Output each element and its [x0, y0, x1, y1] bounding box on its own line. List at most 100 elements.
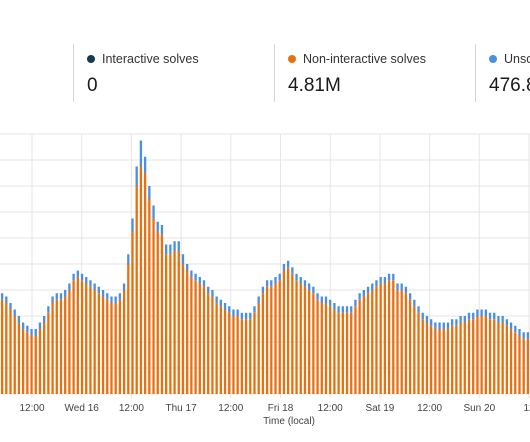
bar-unsolved	[26, 325, 29, 333]
bar-unsolved	[295, 273, 298, 281]
bar-unsolved	[467, 312, 471, 320]
bar-unsolved	[76, 270, 79, 277]
bar-non-interactive	[400, 290, 403, 394]
bar-non-interactive	[299, 283, 302, 394]
bar-non-interactive	[387, 280, 391, 394]
bar-non-interactive	[312, 293, 315, 394]
bar-non-interactive	[375, 286, 378, 394]
bar-non-interactive	[13, 316, 16, 394]
bar-non-interactive	[253, 312, 256, 394]
bar-non-interactive	[362, 296, 365, 394]
bar-unsolved	[160, 225, 164, 235]
bar-unsolved	[34, 329, 37, 336]
bar-non-interactive	[139, 166, 143, 394]
bar-unsolved	[194, 273, 197, 281]
bar-non-interactive	[337, 312, 340, 394]
bar-unsolved	[55, 293, 58, 300]
bar-unsolved	[375, 280, 378, 287]
x-tick-label: Wed 16	[65, 403, 100, 414]
bar-non-interactive	[358, 299, 361, 394]
bar-unsolved	[421, 312, 424, 320]
stat-unsolved: Unsol 476.8	[475, 44, 530, 102]
bar-non-interactive	[421, 319, 424, 394]
bar-non-interactive	[324, 303, 328, 394]
bar-unsolved	[366, 286, 370, 294]
bar-unsolved	[106, 293, 109, 300]
chart-bars	[0, 140, 530, 394]
bar-non-interactive	[93, 290, 96, 394]
x-axis-ticks: 12:00 Wed 16 12:00 Thu 17 12:00 Fri 18 12:00 Sa…	[19, 403, 530, 414]
bar-unsolved	[17, 316, 21, 323]
bar-unsolved	[181, 254, 185, 264]
bar-non-interactive	[232, 316, 235, 394]
bar-unsolved	[59, 293, 63, 300]
bar-non-interactive	[97, 293, 100, 394]
bar-non-interactive	[47, 312, 50, 394]
bar-unsolved	[493, 312, 496, 320]
bar-non-interactive	[89, 286, 92, 394]
bar-unsolved	[387, 273, 391, 281]
bar-unsolved	[526, 332, 530, 339]
bar-unsolved	[400, 283, 403, 290]
bar-unsolved	[164, 244, 168, 255]
bar-non-interactive	[228, 312, 231, 394]
bar-unsolved	[72, 273, 75, 281]
bar-non-interactive	[518, 335, 521, 394]
bar-unsolved	[114, 296, 117, 303]
bar-unsolved	[459, 316, 462, 323]
bar-unsolved	[463, 316, 466, 323]
bar-non-interactive	[68, 290, 71, 394]
bar-non-interactive	[493, 319, 496, 394]
x-axis-title: Time (local)	[263, 416, 315, 427]
bar-unsolved	[148, 186, 151, 199]
bar-unsolved	[0, 293, 4, 300]
bar-unsolved	[274, 277, 277, 284]
bar-unsolved	[451, 319, 454, 326]
bar-unsolved	[303, 280, 307, 287]
bar-non-interactive	[135, 186, 138, 394]
bar-non-interactive	[64, 296, 67, 394]
x-tick-label: Sat 19	[365, 403, 394, 414]
bar-non-interactive	[148, 199, 151, 394]
bar-unsolved	[505, 319, 509, 326]
bar-unsolved	[202, 280, 206, 287]
bar-non-interactive	[404, 293, 408, 394]
bar-unsolved	[240, 312, 244, 320]
bar-unsolved	[497, 316, 500, 323]
bar-non-interactive	[0, 299, 4, 394]
bar-non-interactive	[265, 286, 269, 394]
bar-unsolved	[316, 293, 319, 300]
stats-strip: Interactive solves 0 Non-interactive sol…	[0, 44, 530, 104]
bar-non-interactive	[413, 306, 416, 394]
bar-non-interactive	[55, 299, 58, 394]
bar-non-interactive	[282, 270, 286, 394]
bar-non-interactive	[152, 218, 155, 394]
bar-non-interactive	[446, 329, 450, 394]
stat-label-non-interactive: Non-interactive solves	[303, 52, 426, 66]
bar-unsolved	[156, 221, 159, 232]
bar-non-interactive	[43, 322, 46, 394]
bar-non-interactive	[30, 335, 33, 394]
bar-unsolved	[518, 329, 521, 336]
bar-unsolved	[371, 283, 374, 290]
bar-non-interactive	[169, 254, 172, 394]
x-tick-label: 12:00	[19, 403, 44, 414]
bar-non-interactive	[244, 319, 248, 394]
bar-unsolved	[286, 260, 290, 268]
bar-non-interactive	[341, 312, 344, 394]
bar-unsolved	[143, 156, 147, 173]
bar-unsolved	[68, 283, 71, 290]
bar-non-interactive	[76, 277, 79, 394]
bar-non-interactive	[59, 299, 63, 394]
bar-non-interactive	[438, 329, 441, 394]
bar-non-interactive	[274, 283, 277, 394]
bar-non-interactive	[118, 299, 122, 394]
bar-unsolved	[198, 277, 201, 284]
bar-unsolved	[442, 322, 445, 329]
bar-non-interactive	[72, 280, 75, 394]
bar-non-interactive	[106, 299, 109, 394]
bar-non-interactive	[522, 338, 525, 394]
bar-non-interactive	[476, 316, 479, 394]
bar-non-interactive	[21, 329, 25, 394]
